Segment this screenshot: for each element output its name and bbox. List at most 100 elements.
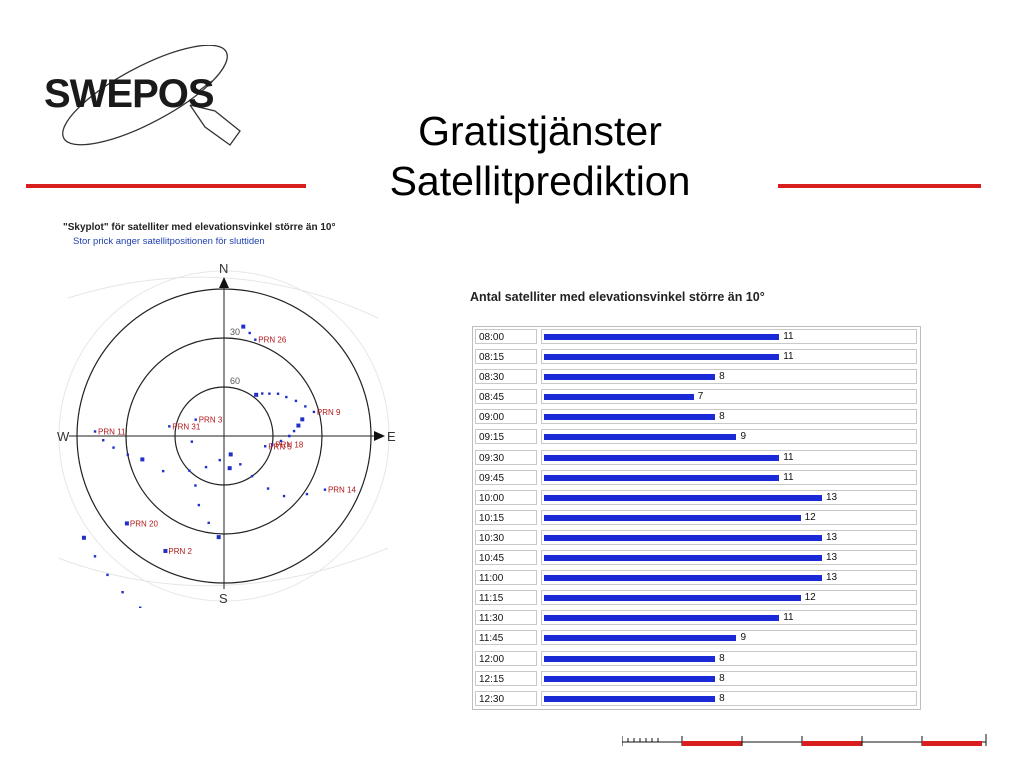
bar-cell: 13 — [541, 570, 917, 586]
logo-satellite-mark — [62, 45, 241, 146]
satellite-point — [276, 392, 280, 395]
table-row: 10:15 12 — [473, 508, 920, 528]
satellite-label: PRN 26 — [258, 336, 287, 345]
time-label: 08:45 — [475, 389, 537, 405]
time-label: 09:45 — [475, 469, 537, 485]
time-label: 08:15 — [475, 349, 537, 365]
bar-value-label: 13 — [826, 572, 838, 584]
time-label: 10:45 — [475, 550, 537, 566]
satellite-point — [112, 446, 115, 449]
bar — [544, 414, 716, 421]
table-row: 08:00 11 — [473, 327, 920, 347]
bar-cell: 7 — [541, 389, 917, 405]
satellite-point — [228, 452, 233, 457]
bar-value-label: 13 — [826, 531, 838, 543]
satellite-point — [271, 443, 274, 446]
satellite-point — [292, 429, 296, 433]
skyplot-direction-n: N — [219, 261, 228, 276]
bar-cell: 11 — [541, 329, 917, 344]
satellite-label: PRN 31 — [172, 422, 201, 431]
satellite-point — [248, 331, 251, 335]
satellite-point — [312, 410, 316, 414]
table-row: 10:45 13 — [473, 548, 920, 568]
table-row: 11:00 13 — [473, 568, 920, 588]
table-row: 12:15 8 — [473, 669, 920, 689]
satellite-label: PRN 9 — [317, 408, 341, 417]
bar-value-label: 11 — [783, 451, 794, 463]
bar-value-label: 12 — [804, 511, 816, 523]
satellite-label: PRN 18 — [275, 441, 304, 450]
satellite-track: PRN 31 — [161, 422, 232, 473]
bar-cell: 8 — [541, 670, 917, 686]
bar-cell: 11 — [541, 610, 917, 626]
time-label: 12:00 — [475, 650, 537, 666]
title-rule-left — [26, 184, 306, 188]
satellite-track: PRN 3 — [188, 416, 223, 540]
satellite-point — [296, 423, 301, 428]
bar — [544, 534, 822, 541]
satellite-point — [194, 484, 197, 487]
skyplot-direction-e: E — [387, 429, 396, 444]
table-row: 08:15 11 — [473, 347, 920, 367]
bar-cell: 8 — [541, 650, 917, 666]
bar-value-label: 8 — [719, 652, 725, 664]
satellite-point — [300, 417, 305, 422]
satellite-point — [254, 338, 257, 341]
satellite-point — [106, 573, 109, 577]
bar-value-label: 13 — [826, 552, 838, 564]
satellite-point — [268, 392, 271, 395]
title-line-1: Gratistjänster — [418, 108, 662, 154]
time-label: 11:15 — [475, 590, 537, 606]
bar — [544, 615, 780, 622]
satellite-point — [216, 535, 221, 540]
time-label: 08:00 — [475, 329, 537, 344]
satellite-label: PRN 11 — [98, 427, 126, 436]
bar-cell: 13 — [541, 529, 917, 545]
satellite-point — [190, 440, 194, 443]
bar-cell: 9 — [541, 429, 917, 445]
satellite-point — [126, 453, 130, 456]
east-arrow-icon — [374, 431, 385, 441]
table-row: 11:45 9 — [473, 628, 920, 648]
table-row: 12:00 8 — [473, 649, 920, 669]
skyplot-direction-s: S — [219, 591, 228, 606]
time-label: 09:15 — [475, 429, 537, 445]
satellite-track: PRN 5 — [264, 423, 301, 451]
satellite-point — [285, 395, 288, 399]
satellite-label: PRN 14 — [328, 486, 357, 495]
satellite-point — [102, 439, 105, 442]
title-rule-right — [778, 184, 981, 188]
time-label: 09:30 — [475, 449, 537, 465]
bar — [544, 394, 694, 401]
satellite-point — [305, 492, 309, 496]
skyplot-background-arcs — [57, 270, 390, 602]
skyplot-title: "Skyplot" för satelliter med elevationsv… — [63, 222, 336, 233]
bar-value-label: 7 — [697, 391, 704, 403]
satellite-point — [250, 474, 254, 478]
bar-value-label: 11 — [783, 331, 794, 342]
time-label: 08:30 — [475, 369, 537, 385]
time-label: 11:00 — [475, 570, 537, 586]
bar — [544, 434, 737, 441]
table-row: 08:30 8 — [473, 367, 920, 387]
satellite-track: PRN 26 — [241, 324, 287, 345]
satellite-point — [161, 469, 165, 473]
satellite-point — [218, 458, 221, 462]
bar — [544, 555, 822, 562]
satellite-point — [239, 463, 242, 466]
satellite-point — [254, 392, 259, 397]
swepos-logo — [62, 45, 241, 146]
time-label: 12:15 — [475, 670, 537, 686]
satellite-point — [227, 466, 232, 471]
bar — [544, 494, 822, 501]
bar — [544, 334, 780, 340]
satellite-track: PRN 28 — [81, 535, 142, 608]
time-label: 11:30 — [475, 610, 537, 626]
satellite-point — [197, 503, 201, 507]
satellite-point — [282, 494, 286, 498]
time-label: 12:30 — [475, 690, 537, 706]
satellite-point — [261, 392, 264, 395]
satellite-point — [204, 465, 208, 469]
bar-cell: 12 — [541, 509, 917, 525]
bar-cell: 11 — [541, 449, 917, 465]
